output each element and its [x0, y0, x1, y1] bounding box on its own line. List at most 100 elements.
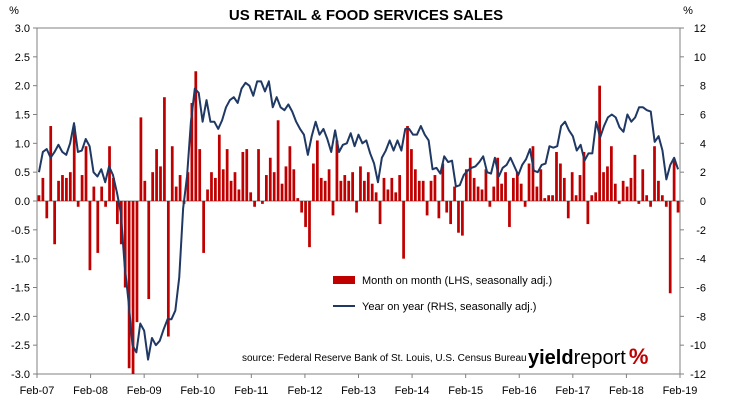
- bar-mom: [363, 180, 366, 201]
- bar-mom: [606, 166, 609, 201]
- logo-text: yieldreport%: [528, 344, 648, 369]
- bar-mom: [335, 140, 339, 201]
- left-tick-label: -2.5: [11, 340, 30, 352]
- left-unit-label: %: [9, 5, 19, 17]
- bar-mom: [562, 177, 566, 201]
- bar-mom: [672, 160, 676, 201]
- x-tick-label: Feb-09: [127, 385, 162, 397]
- right-axis-ticks: 12 10 8 6 4 2 0 -2 -4 -6 -8 -10 -12: [680, 23, 706, 381]
- bar-mom: [668, 201, 672, 294]
- line-yoy: [37, 80, 679, 361]
- right-tick-label: -4: [696, 254, 706, 266]
- bar-mom: [512, 177, 515, 201]
- bar-mom: [276, 120, 280, 201]
- bar-mom: [484, 169, 488, 201]
- bar-mom: [292, 169, 296, 201]
- bar-mom: [504, 172, 507, 201]
- bar-mom: [221, 169, 225, 201]
- bar-mom: [300, 201, 304, 213]
- bar-mom: [621, 180, 625, 201]
- bar-mom: [559, 163, 562, 201]
- bar-mom: [492, 186, 496, 201]
- bar-mom: [390, 177, 394, 201]
- bar-mom: [374, 192, 378, 201]
- bar-mom: [41, 177, 45, 201]
- legend-line-label: Year on year (RHS, seasonally adj.): [362, 301, 536, 313]
- bar-mom: [76, 201, 80, 207]
- bar-mom: [315, 140, 319, 201]
- yieldreport-logo: yieldreport%: [528, 344, 648, 369]
- bar-mom: [327, 169, 331, 201]
- left-axis-ticks: 3.0 2.5 2.0 1.5 1.0 0.5 0.0 -0.5 -1.0 -1.5 -2.0 -2.…: [11, 23, 37, 381]
- bar-mom: [229, 180, 233, 201]
- bar-mom: [343, 175, 347, 201]
- x-tick-label: Feb-12: [287, 385, 322, 397]
- bar-mom: [249, 192, 253, 201]
- bar-mom: [80, 175, 84, 201]
- bar-mom: [531, 146, 535, 201]
- right-tick-label: -12: [690, 369, 706, 381]
- bar-mom: [429, 180, 433, 201]
- bar-mom: [578, 175, 582, 201]
- bar-mom: [104, 201, 107, 207]
- x-axis-ticks: Feb-07 Feb-08 Feb-09 Feb-10 Feb-11 Feb-12 Feb-…: [20, 374, 697, 397]
- bar-mom: [163, 97, 166, 201]
- bar-mom: [653, 146, 656, 201]
- bar-mom: [461, 201, 464, 236]
- bar-mom: [308, 201, 311, 248]
- bar-mom: [386, 189, 390, 201]
- bar-mom: [96, 201, 100, 253]
- x-tick-label: Feb-14: [395, 385, 430, 397]
- bar-mom: [539, 169, 543, 201]
- bar-mom: [410, 149, 413, 201]
- bar-mom: [261, 201, 264, 204]
- bar-mom: [100, 186, 104, 201]
- bar-mom: [523, 201, 527, 207]
- legend: Month on month (LHS, seasonally adj.) Ye…: [333, 275, 552, 313]
- bar-mom: [241, 151, 245, 201]
- logo-part-yield: yield: [528, 347, 574, 369]
- bar-mom: [214, 177, 217, 201]
- bar-mom: [527, 163, 531, 201]
- bar-mom: [633, 154, 637, 201]
- bar-mom: [480, 189, 484, 201]
- bar-mom: [359, 166, 362, 201]
- bar-mom: [131, 201, 135, 374]
- bar-mom: [657, 180, 660, 201]
- bar-mom: [629, 177, 633, 201]
- bar-mom: [151, 172, 155, 201]
- bar-mom: [641, 169, 645, 201]
- right-tick-label: 2: [700, 167, 706, 179]
- bar-mom: [139, 117, 143, 201]
- bar-mom: [233, 172, 237, 201]
- right-tick-label: 8: [700, 81, 706, 93]
- bar-mom: [664, 201, 668, 207]
- bar-mom: [304, 201, 307, 227]
- bar-mom: [488, 201, 492, 207]
- bar-mom: [453, 186, 456, 201]
- x-tick-label: Feb-18: [609, 385, 644, 397]
- bar-mom: [339, 180, 343, 201]
- bar-mom: [217, 134, 221, 201]
- bar-mom: [272, 172, 276, 201]
- bar-mom: [594, 192, 598, 201]
- right-tick-label: -10: [690, 340, 706, 352]
- bar-mom: [312, 163, 315, 201]
- logo-part-report: report: [574, 347, 627, 369]
- bar-mom: [88, 201, 92, 271]
- bar-mom: [68, 172, 72, 201]
- right-tick-label: 0: [700, 196, 706, 208]
- bar-mom: [406, 126, 409, 201]
- bar-mom: [676, 201, 680, 213]
- bar-mom: [178, 175, 182, 201]
- bar-mom: [123, 201, 127, 288]
- bar-mom: [637, 201, 641, 204]
- bar-mom: [65, 177, 68, 201]
- bar-mom: [72, 126, 76, 201]
- bar-mom: [519, 183, 523, 201]
- bar-mom: [174, 186, 178, 201]
- bar-mom: [457, 201, 460, 233]
- bar-mom: [159, 166, 162, 201]
- bar-mom: [355, 201, 358, 213]
- bar-mom: [288, 146, 292, 201]
